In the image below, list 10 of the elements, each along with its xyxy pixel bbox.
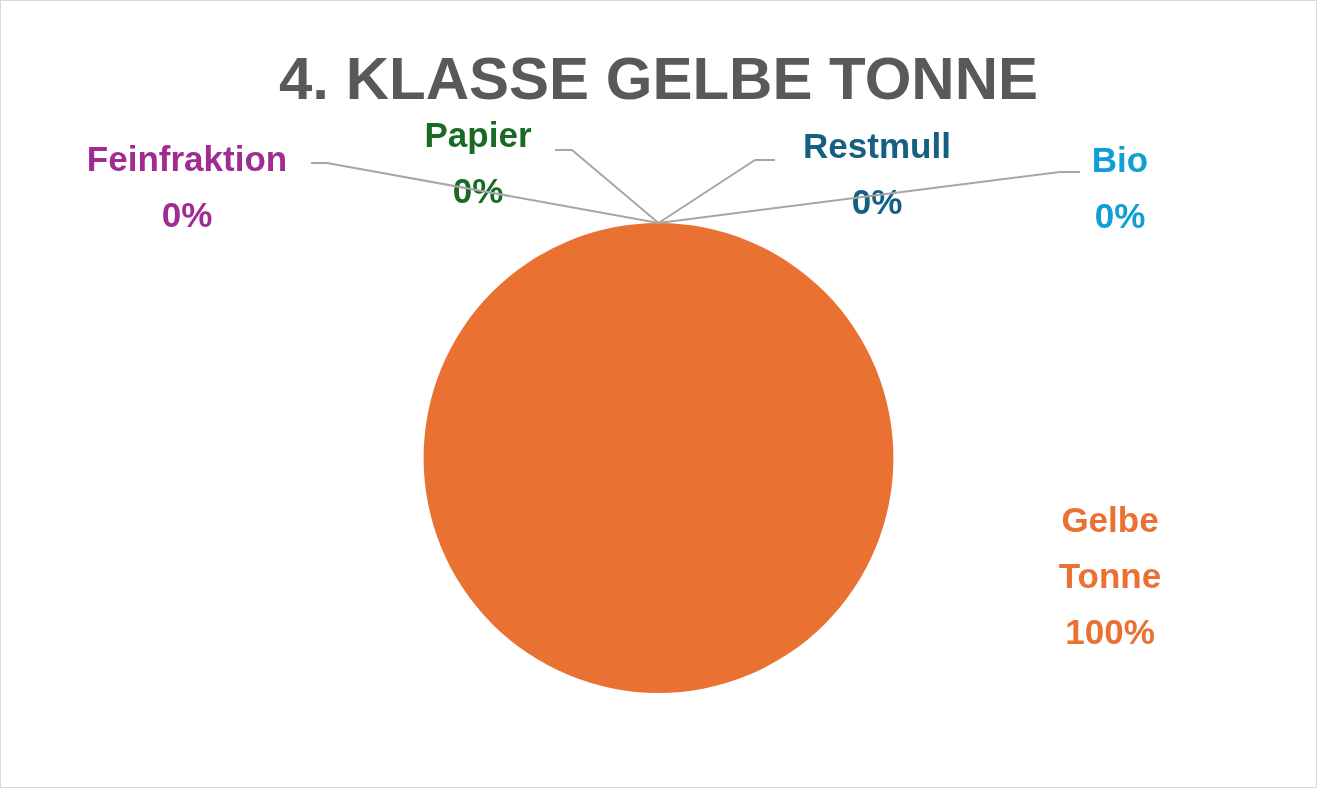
text: 0%	[851, 181, 903, 221]
category-label: Bio	[1091, 139, 1149, 179]
text: 0%	[161, 194, 213, 234]
chart-title: 4. KLASSE GELBE TONNE	[278, 44, 1039, 112]
slice-label: Gelbe Tonne	[1058, 499, 1162, 595]
data-label: 100%	[1065, 611, 1155, 651]
category-label: Feinfraktion	[86, 138, 288, 178]
category-label: Restmull	[803, 125, 951, 165]
text: 0%	[1094, 195, 1146, 235]
category-label: Papier	[424, 114, 532, 154]
